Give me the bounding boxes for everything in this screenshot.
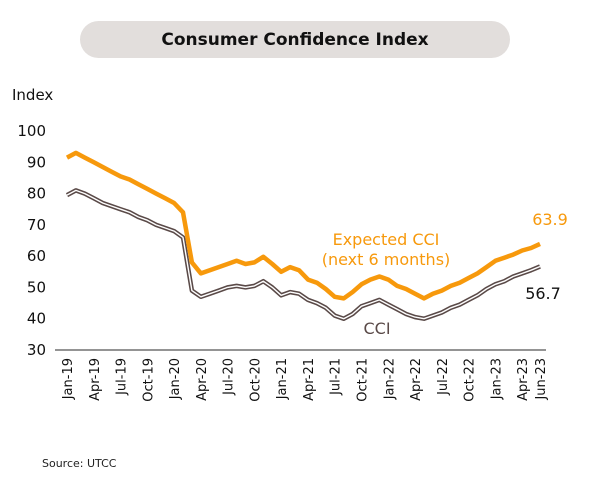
x-tick-label: Apr-23 bbox=[516, 358, 531, 401]
cci-end-label: 56.7 bbox=[525, 284, 561, 303]
x-tick-label: Apr-20 bbox=[195, 358, 210, 401]
x-tick-label: Jul-19 bbox=[115, 358, 130, 396]
x-tick-label: Oct-20 bbox=[248, 358, 263, 402]
x-tick-label: Jan-21 bbox=[275, 358, 290, 400]
x-tick-label: Jun-23 bbox=[534, 358, 549, 401]
x-tick-label: Apr-19 bbox=[88, 358, 103, 401]
expected-cci-end-label: 63.9 bbox=[532, 210, 568, 229]
x-tick-label: Jan-23 bbox=[489, 358, 504, 400]
x-tick-label: Jul-21 bbox=[329, 358, 344, 396]
x-tick-label: Jul-20 bbox=[222, 358, 237, 396]
y-tick-label: 90 bbox=[27, 153, 46, 171]
expected-cci-line bbox=[65, 150, 541, 301]
x-tick-label: Apr-22 bbox=[409, 358, 424, 401]
x-tick-label: Oct-21 bbox=[356, 358, 371, 402]
y-tick-label: 40 bbox=[27, 310, 46, 328]
y-tick-label: 50 bbox=[27, 278, 46, 296]
expected-cci-legend-label: Expected CCI bbox=[333, 230, 440, 249]
y-tick-label: 80 bbox=[27, 185, 46, 203]
y-tick-label: 100 bbox=[17, 122, 46, 140]
chart-title: Consumer Confidence Index bbox=[80, 21, 510, 58]
y-tick-label: 30 bbox=[27, 341, 46, 359]
expected-cci-legend-label: (next 6 months) bbox=[322, 250, 451, 269]
x-tick-label: Jul-22 bbox=[436, 358, 451, 396]
x-tick-label: Oct-22 bbox=[463, 358, 478, 402]
x-tick-label: Jan-20 bbox=[168, 358, 183, 400]
cci-legend-label: CCI bbox=[363, 319, 390, 338]
y-axis-label: Index bbox=[12, 86, 54, 104]
x-tick-label: Oct-19 bbox=[141, 358, 156, 402]
x-tick-label: Apr-21 bbox=[302, 358, 317, 401]
y-tick-label: 70 bbox=[27, 216, 46, 234]
x-tick-label: Jan-19 bbox=[61, 358, 76, 400]
x-tick-label: Jan-22 bbox=[382, 358, 397, 400]
y-tick-label: 60 bbox=[27, 247, 46, 265]
source-note: Source: UTCC bbox=[42, 457, 117, 470]
cci-line-inner bbox=[66, 189, 541, 320]
